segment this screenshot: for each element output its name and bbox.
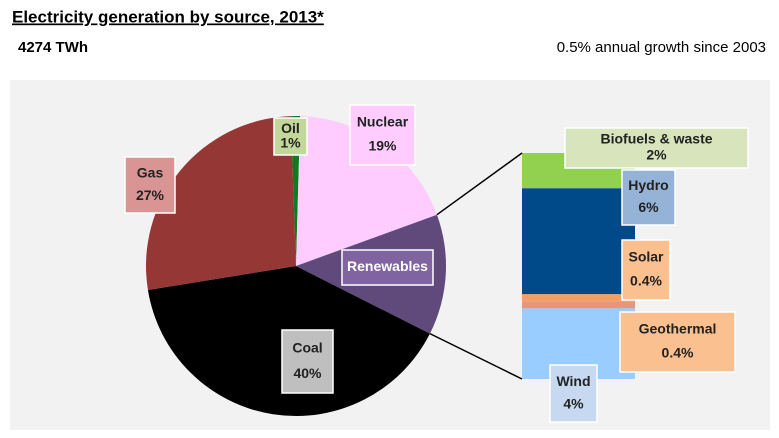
label-box [124, 156, 176, 214]
bar-segment [522, 294, 635, 302]
slice-label: Oil [281, 120, 300, 136]
slice-label: Coal [292, 340, 322, 356]
label-box [549, 364, 598, 423]
value-label: 0.4% [630, 273, 662, 289]
slice-label: Geothermal [639, 321, 717, 337]
value-label: 6% [638, 199, 659, 215]
label-box [341, 249, 434, 286]
value-label: 40% [293, 365, 322, 381]
slice-label: Wind [556, 373, 590, 389]
value-label: 4% [563, 396, 584, 412]
label-box [349, 104, 416, 166]
slice-label: Hydro [628, 177, 668, 193]
bar-segment [522, 301, 635, 309]
annotation: 0.5% annual growth since 2003 [557, 39, 766, 56]
label-box [564, 127, 749, 169]
pie-slice [146, 116, 296, 290]
bar-segment [522, 188, 635, 295]
value-label: 0.4% [662, 345, 694, 361]
subtitle: 4274 TWh [18, 39, 88, 56]
connector [429, 332, 523, 380]
pie-slice [296, 116, 437, 267]
slice-label: Renewables [347, 258, 428, 274]
slice-label: Nuclear [357, 114, 409, 130]
slice-label: Solar [628, 249, 664, 265]
value-label: 1% [280, 135, 301, 151]
chart-title: Electricity generation by source, 2013* [12, 7, 324, 26]
connector [436, 152, 523, 216]
slice-label: Biofuels & waste [600, 131, 712, 147]
label-box [273, 117, 308, 156]
label-box [621, 239, 671, 301]
value-label: 19% [368, 138, 397, 154]
label-box [281, 329, 334, 394]
slice-label: Gas [137, 165, 164, 181]
label-box [621, 169, 676, 226]
value-label: 27% [136, 187, 165, 203]
label-box [619, 311, 736, 373]
value-label: 2% [646, 147, 667, 163]
